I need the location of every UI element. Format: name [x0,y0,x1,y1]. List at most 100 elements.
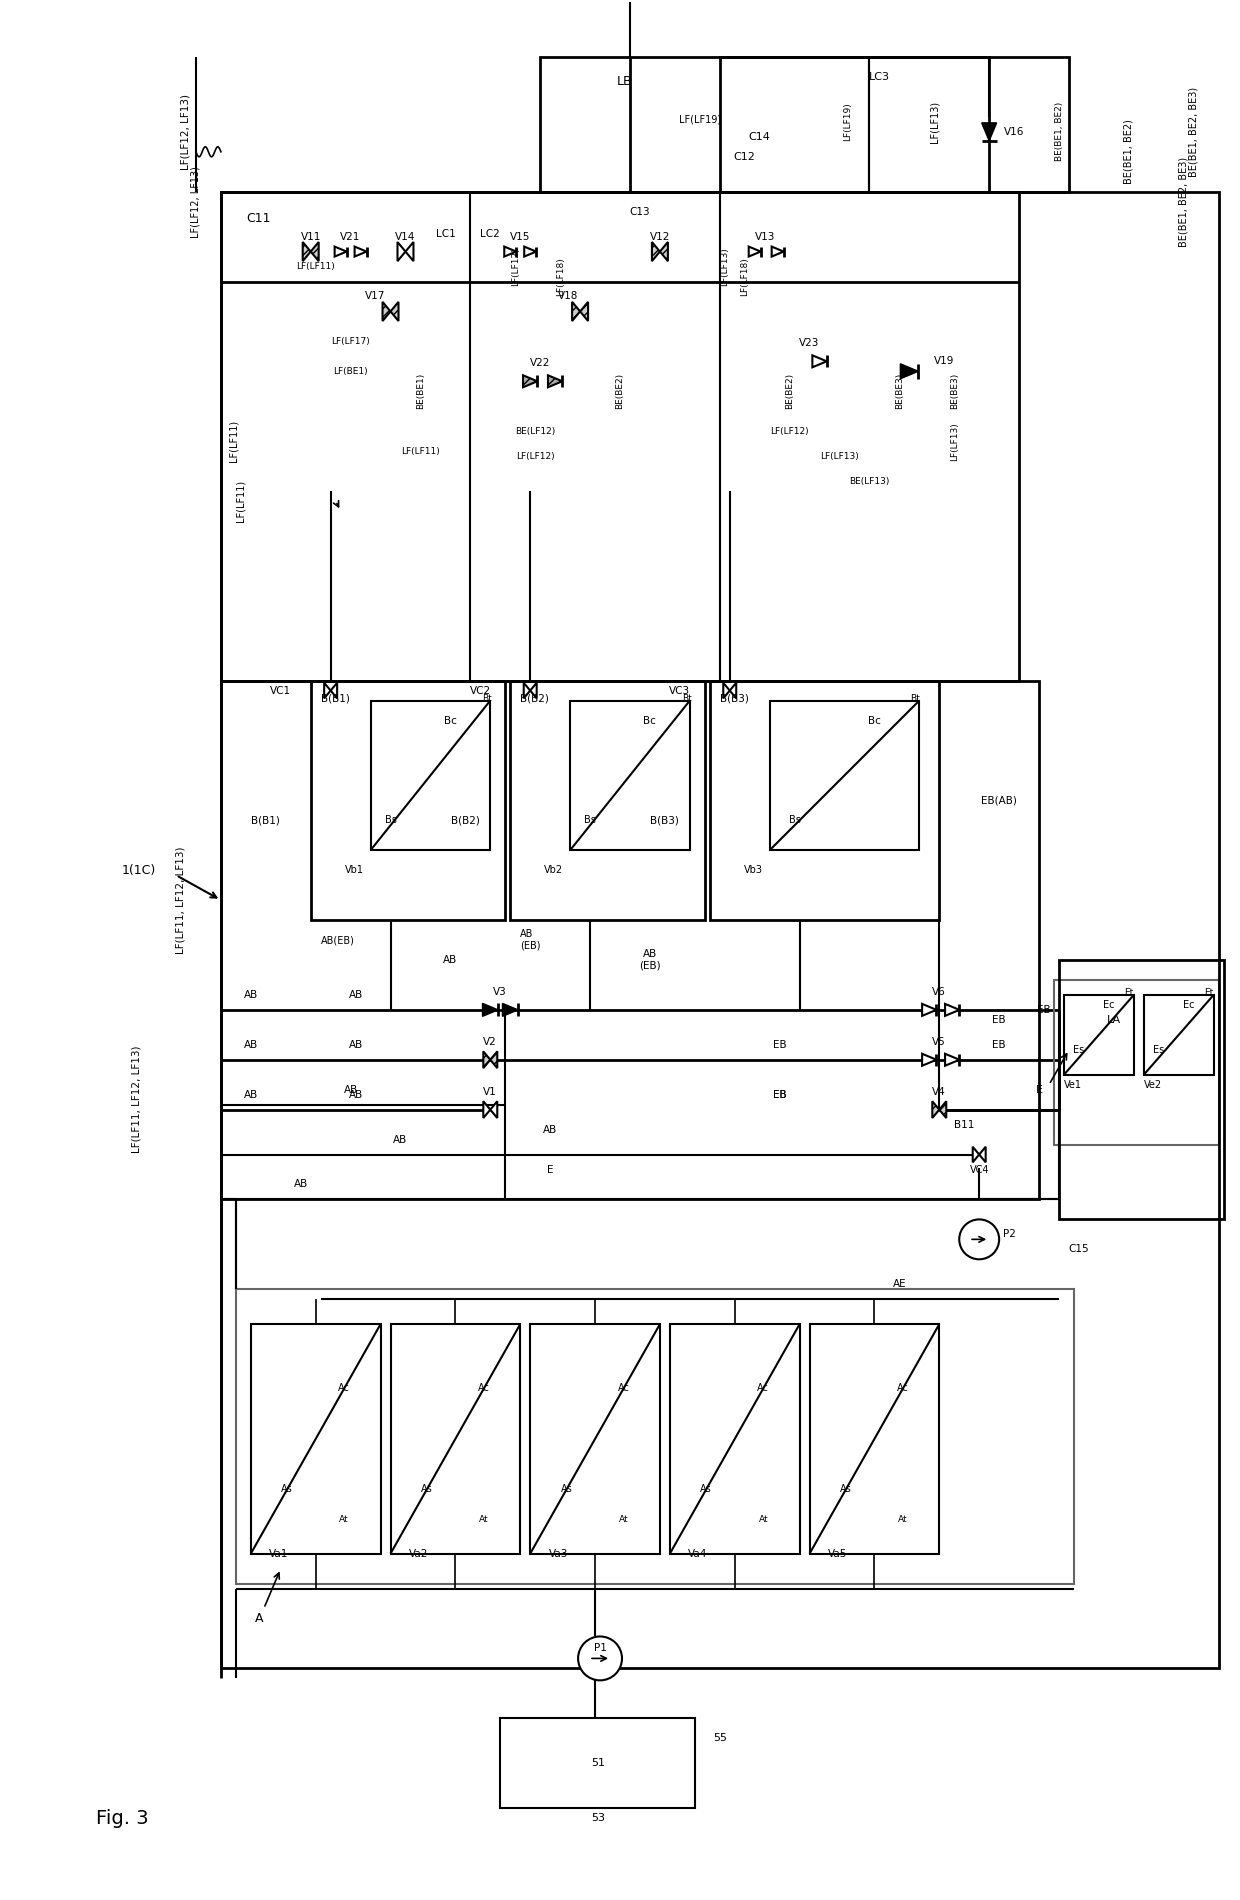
Text: V15: V15 [510,232,531,241]
Text: AB: AB [348,1091,363,1100]
Bar [391,1324,521,1554]
Text: Vb1: Vb1 [345,864,363,876]
Text: B(B2): B(B2) [521,694,549,703]
Bar [670,1324,800,1554]
Bar [221,192,1219,1668]
Text: Ve1: Ve1 [1064,1079,1083,1091]
Text: V6: V6 [932,986,946,998]
Text: BE(LF13): BE(LF13) [849,477,889,486]
Polygon shape [652,241,660,260]
Text: EB: EB [773,1091,786,1100]
Text: Bt: Bt [910,694,920,703]
Text: V1: V1 [484,1087,497,1096]
Bar [510,680,704,920]
Text: AB
(EB): AB (EB) [521,929,541,950]
Text: V5: V5 [932,1037,946,1047]
Text: BE(BE2): BE(BE2) [615,372,625,408]
Text: V19: V19 [934,357,955,367]
Bar [541,57,1069,192]
Text: BE(BE1, BE2): BE(BE1, BE2) [1123,120,1133,184]
Text: At: At [479,1514,489,1524]
Text: LF(LF11): LF(LF11) [229,420,239,462]
Polygon shape [391,302,398,321]
Text: Ac: Ac [477,1383,490,1393]
Text: VC1: VC1 [270,686,291,695]
Polygon shape [490,1051,497,1068]
Text: C12: C12 [734,152,755,162]
Text: Bs: Bs [584,815,596,825]
Text: At: At [898,1514,908,1524]
Text: Vb2: Vb2 [544,864,563,876]
Text: C14: C14 [749,131,770,142]
Text: Ac: Ac [758,1383,769,1393]
Text: Va4: Va4 [688,1548,708,1558]
Text: LF(LF13): LF(LF13) [929,101,939,142]
Bar [531,1324,660,1554]
Bar [770,701,919,849]
Text: Bc: Bc [868,716,880,726]
Text: A: A [254,1611,263,1624]
Text: B(B3): B(B3) [651,815,680,825]
Text: Et: Et [1125,988,1133,998]
Text: LC2: LC2 [480,228,500,239]
Text: LF(LF11, LF12, LF13): LF(LF11, LF12, LF13) [131,1045,141,1153]
Text: AB: AB [244,1039,258,1051]
Text: LF(LF11, LF12, LF13): LF(LF11, LF12, LF13) [176,846,186,954]
Text: V23: V23 [800,338,820,348]
Text: Bs: Bs [384,815,397,825]
Text: Bt: Bt [482,694,492,703]
Polygon shape [923,1003,936,1016]
Polygon shape [355,247,367,256]
Polygon shape [490,1102,497,1117]
Text: LF(LF12, LF13): LF(LF12, LF13) [191,165,201,238]
Polygon shape [523,376,537,388]
Text: AB: AB [343,1085,357,1094]
Text: 51: 51 [591,1758,605,1769]
Polygon shape [311,241,319,260]
Text: LF(LF12): LF(LF12) [511,247,520,285]
Text: BE(BE1, BE2, BE3): BE(BE1, BE2, BE3) [1189,87,1199,177]
Text: LB: LB [618,76,632,89]
Polygon shape [723,682,730,699]
Text: BE(BE2): BE(BE2) [785,372,794,408]
Text: EB: EB [992,1015,1006,1024]
Text: Bt: Bt [682,694,692,703]
Text: B(B1): B(B1) [321,694,350,703]
Text: V3: V3 [494,986,507,998]
Polygon shape [923,1054,936,1066]
Text: Ec: Ec [1104,999,1115,1011]
Text: AB: AB [294,1180,308,1189]
Polygon shape [523,682,531,699]
Bar [709,680,939,920]
Text: VC4: VC4 [970,1165,990,1174]
Polygon shape [482,1003,498,1016]
Text: Ec: Ec [1183,999,1194,1011]
Text: As: As [839,1484,852,1495]
Text: EB: EB [773,1091,786,1100]
Text: C15: C15 [1069,1244,1089,1254]
Text: V13: V13 [754,232,775,241]
Text: VC3: VC3 [670,686,691,695]
Polygon shape [939,1102,946,1117]
Text: B11: B11 [954,1119,975,1130]
Text: 1(1C): 1(1C) [122,864,156,876]
Text: LF(LF13): LF(LF13) [950,422,959,460]
Polygon shape [932,1102,939,1117]
Bar [570,701,689,849]
Text: LF(LF12, LF13): LF(LF12, LF13) [181,93,191,169]
Text: Va5: Va5 [828,1548,847,1558]
Bar [1064,996,1133,1075]
Polygon shape [900,363,919,378]
Text: At: At [619,1514,629,1524]
Bar [810,1324,939,1554]
Text: EB: EB [773,1039,786,1051]
Text: AB: AB [443,956,458,965]
Text: As: As [281,1484,293,1495]
Text: LF(LF19): LF(LF19) [843,103,852,141]
Text: LF(LF17): LF(LF17) [331,336,370,346]
Text: BE(BE1, BE2, BE3): BE(BE1, BE2, BE3) [1179,156,1189,247]
Text: AB: AB [348,1039,363,1051]
Text: V21: V21 [341,232,361,241]
Bar [500,1718,694,1809]
Text: P1: P1 [594,1644,606,1653]
